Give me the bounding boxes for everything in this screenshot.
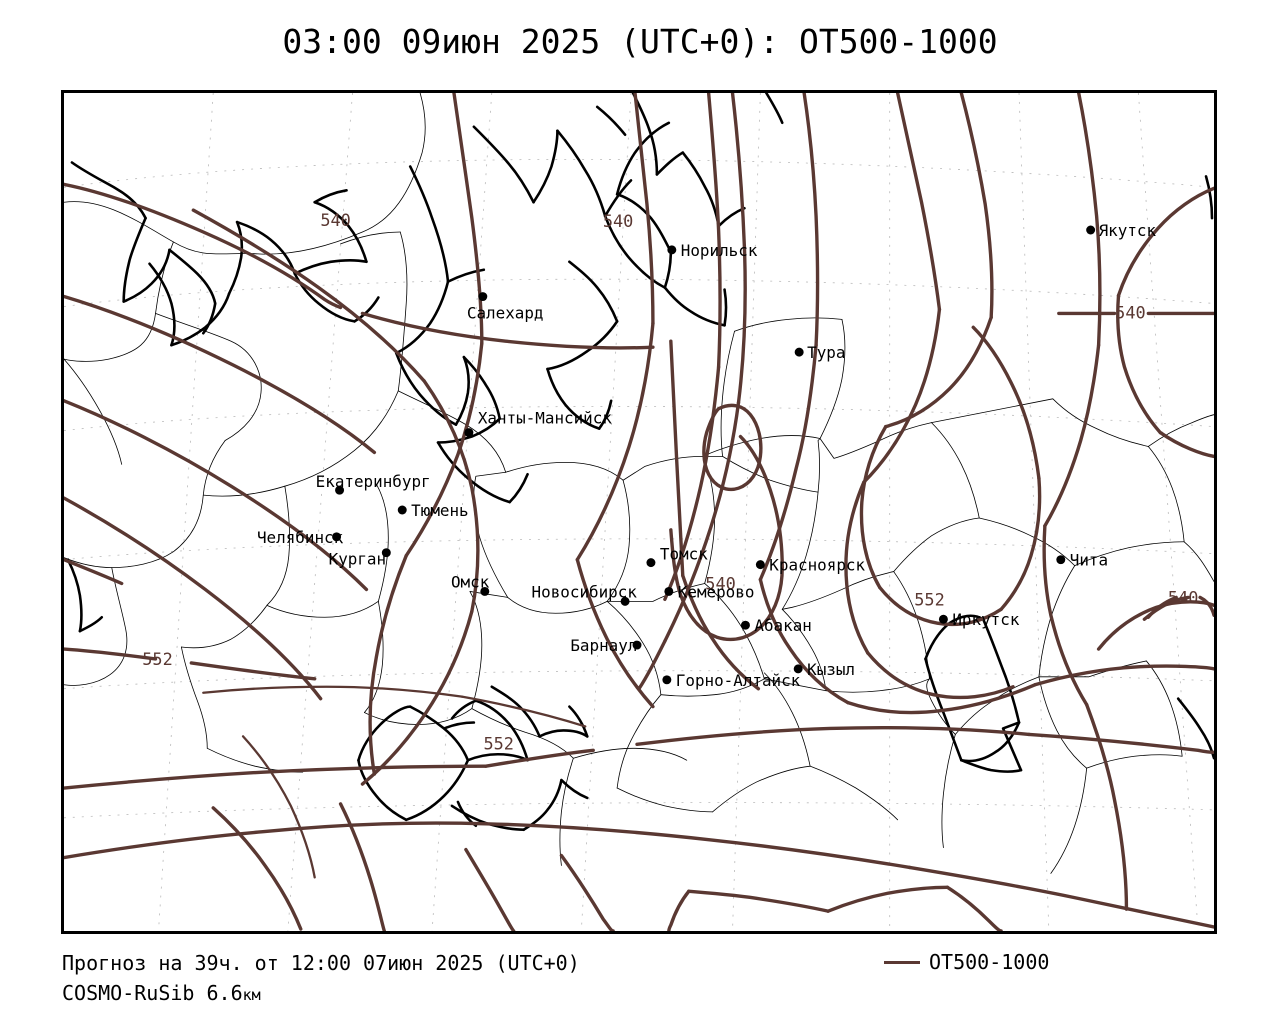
map-frame[interactable]: 540 540 540 540 540 552 552 552 Якутск Н… [61,90,1217,934]
city-label: Омск [451,572,490,591]
legend-label: ОТ500-1000 [929,950,1050,974]
city-dot[interactable] [478,292,488,302]
map-canvas[interactable]: 540 540 540 540 540 552 552 552 Якутск Н… [64,93,1214,931]
title-separator: : [759,22,780,61]
city-dot[interactable] [335,485,345,495]
city-label: Абакан [754,616,811,635]
title-date: 09июн 2025 [401,22,601,61]
city-label: Курган [329,550,386,569]
city-marker-yekaterinburg[interactable]: Екатеринбург [316,472,431,495]
city-marker-novosibirsk[interactable]: Новосибирск [532,582,638,606]
city-marker-irkutsk[interactable]: Иркутск [938,610,1020,629]
page-title: 03:00 09июн 2025 (UTC+0): ОТ500-1000 [0,22,1280,61]
contour-label: 552 [483,733,514,753]
city-marker-gorno-altaysk[interactable]: Горно-Алтайск [662,671,801,690]
city-label: Екатеринбург [316,472,431,491]
legend: ОТ500-1000 [884,950,1049,974]
city-marker-chelyabinsk[interactable]: Челябинск [257,528,344,547]
title-time: 03:00 [282,22,382,61]
contour-lines-secondary [202,685,587,879]
city-marker-salekhard[interactable]: Салехард [467,292,544,322]
city-dot[interactable] [667,245,677,255]
city-dot[interactable] [632,640,642,650]
city-marker-kyzyl[interactable]: Кызыл [793,660,855,679]
city-marker-khanty-mansiysk[interactable]: Ханты-Мансийск [464,409,613,438]
city-dot[interactable] [646,558,656,568]
city-marker-barnaul[interactable]: Барнаул [570,636,642,655]
contour-label: 540 [1115,302,1146,322]
city-marker-omsk[interactable]: Омск [451,572,490,596]
contour-label: 540 [603,211,634,231]
city-label: Челябинск [257,528,344,547]
footer: Прогноз на 39ч. от 12:00 07июн 2025 (UTC… [62,948,1222,1010]
city-label: Тура [807,343,845,362]
city-label: Кемерово [678,582,755,601]
city-marker-krasnoyarsk[interactable]: Красноярск [755,556,866,575]
contour-lines [64,93,1214,931]
city-markers[interactable]: Якутск Норильск Салехард Тура Ханты-Манс… [257,221,1156,690]
legend-line-swatch [884,960,920,964]
city-dot[interactable] [480,586,490,596]
contour-label: 552 [914,589,945,609]
contour-label: 540 [320,210,351,230]
city-label: Ханты-Мансийск [478,409,613,428]
contour-label: 540 [705,573,736,593]
city-dot[interactable] [794,347,804,357]
model-resolution-unit: км [242,986,261,1004]
city-marker-kurgan[interactable]: Курган [329,548,391,569]
city-dot[interactable] [740,620,750,630]
city-label: Якутск [1099,221,1157,240]
contour-value-labels: 540 540 540 540 540 552 552 552 [142,210,1198,753]
city-label: Томск [660,545,708,564]
city-dot[interactable] [397,505,407,515]
city-marker-tyumen[interactable]: Тюмень [397,501,469,520]
city-label: Норильск [681,241,758,260]
city-marker-abakan[interactable]: Абакан [740,616,812,635]
city-dot[interactable] [1056,555,1066,565]
city-label: Красноярск [769,556,865,575]
city-label: Тюмень [411,501,468,520]
city-marker-norilsk[interactable]: Норильск [667,241,758,260]
city-dot[interactable] [1086,225,1096,235]
city-label: Новосибирск [532,582,638,601]
city-marker-kemerovo[interactable]: Кемерово [664,582,754,601]
city-dot[interactable] [662,675,672,685]
city-marker-tomsk[interactable]: Томск [646,545,708,568]
coastline [66,93,1214,832]
model-info-line: COSMO-RuSib 6.6км [62,978,1222,1010]
city-dot[interactable] [793,664,803,674]
city-label: Барнаул [570,636,637,655]
city-label: Горно-Алтайск [676,671,801,690]
title-field-name: ОТ500-1000 [798,22,998,61]
title-timezone: (UTC+0) [620,22,760,61]
contour-label: 552 [142,649,173,669]
city-dot[interactable] [664,586,674,596]
city-dot[interactable] [332,532,342,542]
city-dot[interactable] [381,548,391,558]
city-dot[interactable] [464,428,474,438]
city-dot[interactable] [620,596,630,606]
city-label: Кызыл [807,660,855,679]
city-label: Чита [1070,551,1108,570]
forecast-info-line: Прогноз на 39ч. от 12:00 07июн 2025 (UTC… [62,951,580,975]
city-marker-chita[interactable]: Чита [1056,551,1108,570]
city-label: Салехард [467,303,544,322]
graticule-grid [64,93,1214,931]
city-label: Иркутск [952,610,1019,629]
city-marker-yakutsk[interactable]: Якутск [1086,221,1156,240]
city-dot[interactable] [938,614,948,624]
administrative-borders [64,93,1214,874]
model-name: COSMO-RuSib 6.6 [62,981,243,1005]
city-marker-tura[interactable]: Тура [794,343,846,362]
city-dot[interactable] [755,560,765,570]
contour-label: 540 [1168,587,1199,607]
